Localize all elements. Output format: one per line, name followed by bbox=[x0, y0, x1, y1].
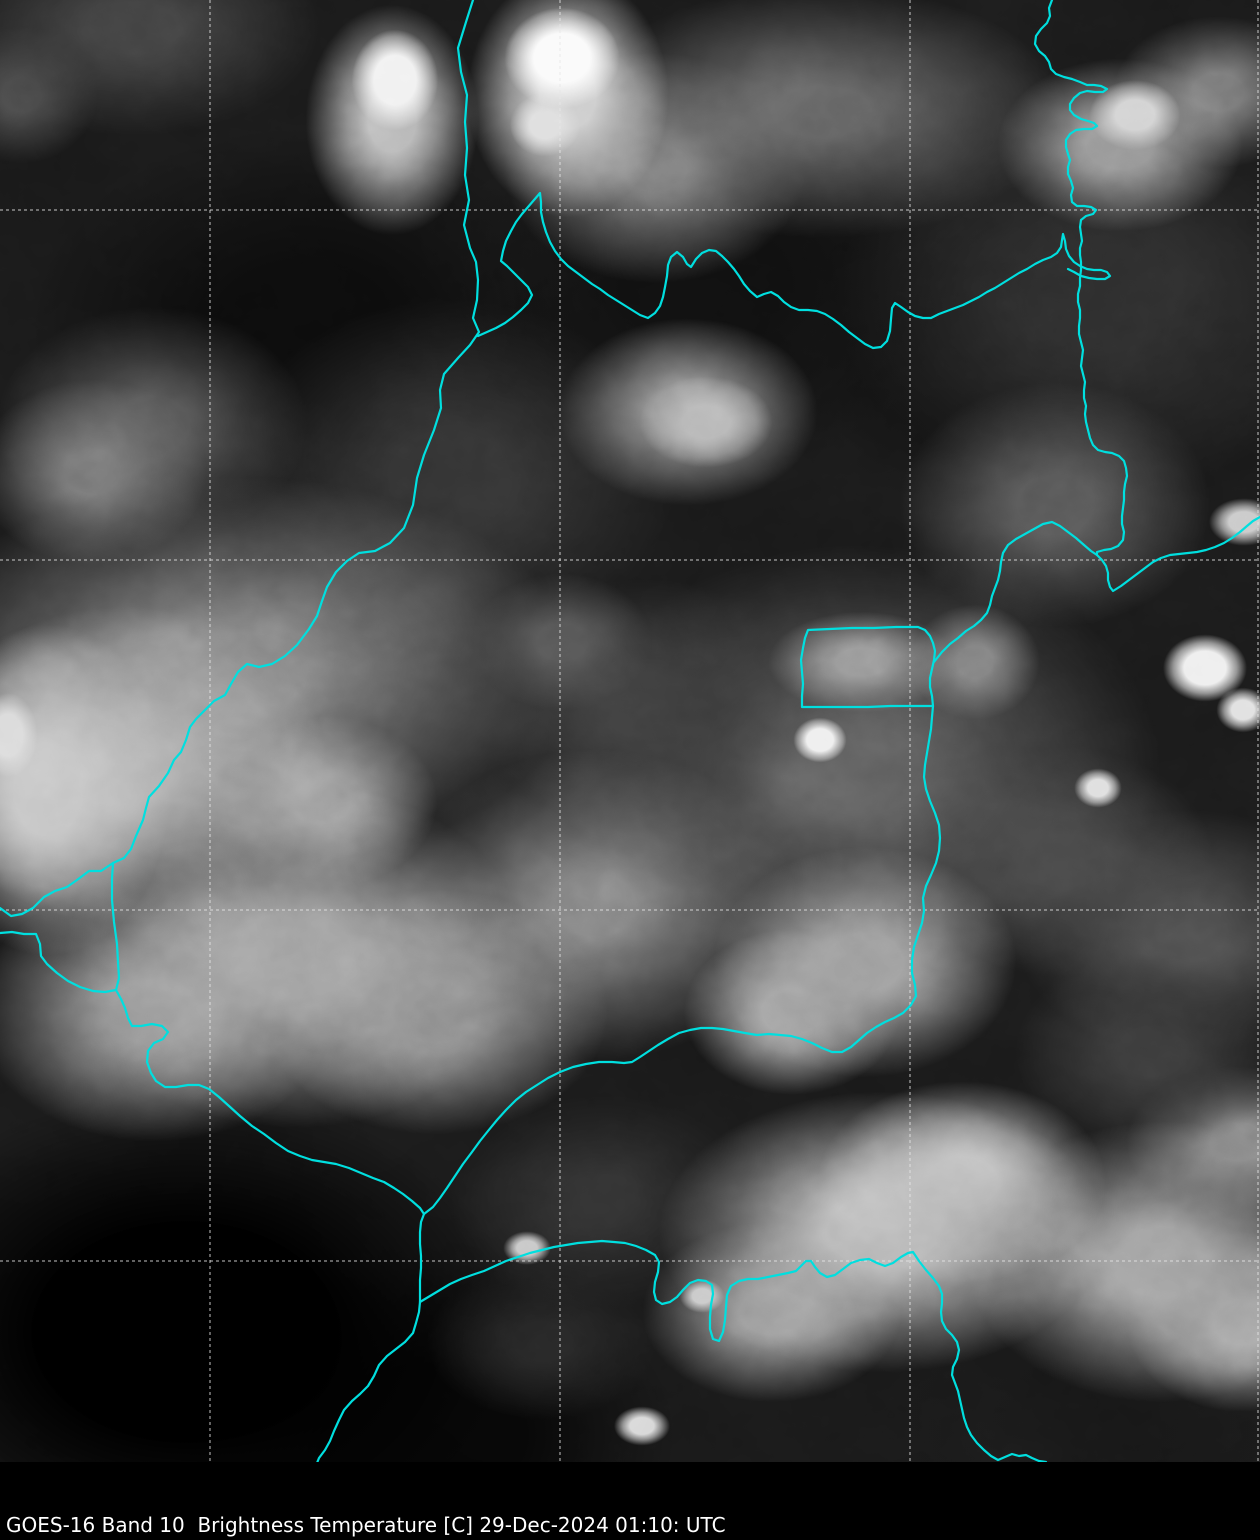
map-overlay bbox=[0, 0, 1260, 1462]
boundary-path-east-river bbox=[1033, 0, 1260, 593]
boundary-path-south-river bbox=[418, 1239, 1048, 1462]
boundary-path-diagonal bbox=[932, 520, 1099, 664]
satellite-image-area bbox=[0, 0, 1260, 1462]
boundary-rectangle bbox=[799, 625, 937, 709]
boundary-path-lake bbox=[0, 861, 121, 994]
graticule bbox=[0, 0, 1260, 1462]
caption-bar: GOES-16 Band 10 Brightness Temperature [… bbox=[0, 1462, 1260, 1540]
boundary-path-northeast-river bbox=[422, 704, 942, 1216]
boundary-path-north-zigzag bbox=[476, 191, 1112, 350]
boundary-path-west bbox=[0, 0, 481, 918]
boundary-path-southwest bbox=[114, 988, 426, 1462]
caption-text: GOES-16 Band 10 Brightness Temperature [… bbox=[6, 1513, 726, 1537]
geographic-boundaries bbox=[0, 0, 1260, 1462]
